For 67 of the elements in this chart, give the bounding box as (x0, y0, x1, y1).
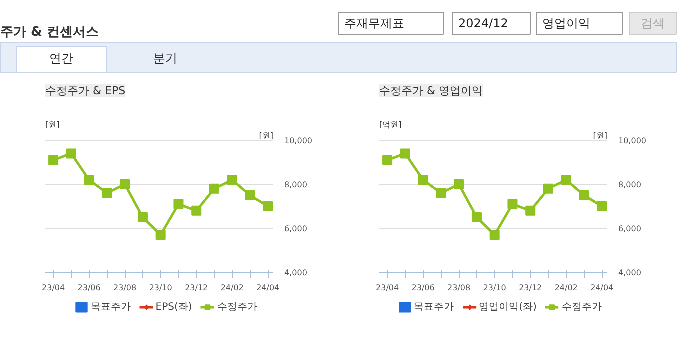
y2-tick-label: 10,000 (284, 136, 312, 146)
x-tick-label: 23/10 (483, 284, 506, 292)
x-tick-label: 23/06 (412, 284, 435, 292)
point (84, 175, 94, 186)
legend-label: 수정주가 (217, 301, 258, 314)
y2-tick-label: 8,000 (618, 180, 642, 190)
x-tick-label: 23/12 (185, 284, 208, 292)
point (48, 155, 59, 166)
point (382, 155, 393, 166)
point (543, 184, 554, 194)
point (66, 148, 76, 159)
x-tick-label: 23/04 (42, 284, 66, 292)
x-tick-label: 24/04 (256, 284, 280, 292)
y2-tick-label: 6,000 (284, 224, 308, 234)
y2-axis-title: [원] (259, 132, 274, 140)
x-tick-label: 23/10 (149, 284, 172, 292)
legend-label: 수정주가 (562, 301, 602, 314)
y2-tick-label: 4,000 (618, 268, 642, 278)
point (597, 202, 608, 212)
point (227, 175, 238, 186)
chart-title: 수정주가 & 영업이익 (380, 84, 484, 98)
point (472, 212, 482, 222)
x-tick-label: 23/12 (519, 284, 542, 292)
legend-label: 목표주가 (414, 301, 454, 314)
point (561, 175, 572, 186)
x-tick-label: 24/02 (554, 284, 578, 292)
text: 분기 (154, 52, 178, 66)
point (579, 190, 590, 200)
y2-tick-label: 10,000 (618, 136, 646, 146)
text: 영업이익 (542, 16, 590, 30)
point (192, 206, 202, 216)
point (400, 148, 410, 159)
point (156, 230, 166, 240)
x-tick-label: 23/08 (448, 284, 471, 292)
point (526, 206, 536, 216)
text: 2024/12 (458, 16, 508, 30)
x-tick-label: 24/02 (220, 284, 244, 292)
legend-label: 영업이익(좌) (479, 301, 537, 314)
text: 주가 & 컨센서스 (0, 25, 99, 40)
point (138, 212, 148, 222)
chart-title: 수정주가 & EPS (46, 84, 126, 98)
text: 주재무제표 (344, 16, 404, 30)
point (436, 188, 446, 198)
y-axis-title: [원] (46, 120, 60, 130)
x-tick-label: 23/08 (114, 284, 137, 292)
legend-label: 목표주가 (90, 301, 131, 314)
point (418, 175, 428, 186)
point (263, 202, 274, 212)
point (102, 188, 112, 198)
y2-tick-label: 4,000 (284, 268, 308, 278)
x-tick-label: 24/04 (590, 284, 614, 292)
y-axis-title: [억원] (380, 120, 402, 130)
point (209, 184, 220, 194)
y2-tick-label: 8,000 (284, 180, 308, 190)
text: 연간 (50, 52, 74, 66)
text: 검색 (641, 16, 665, 30)
point (490, 230, 500, 240)
y2-axis-title: [원] (593, 132, 608, 140)
point (454, 180, 464, 190)
legend-label: EPS(좌) (156, 301, 192, 314)
point (120, 180, 130, 190)
point (508, 199, 518, 210)
x-tick-label: 23/04 (376, 284, 400, 292)
point (174, 199, 184, 210)
y2-tick-label: 6,000 (618, 224, 642, 234)
x-tick-label: 23/06 (78, 284, 101, 292)
point (245, 190, 256, 200)
